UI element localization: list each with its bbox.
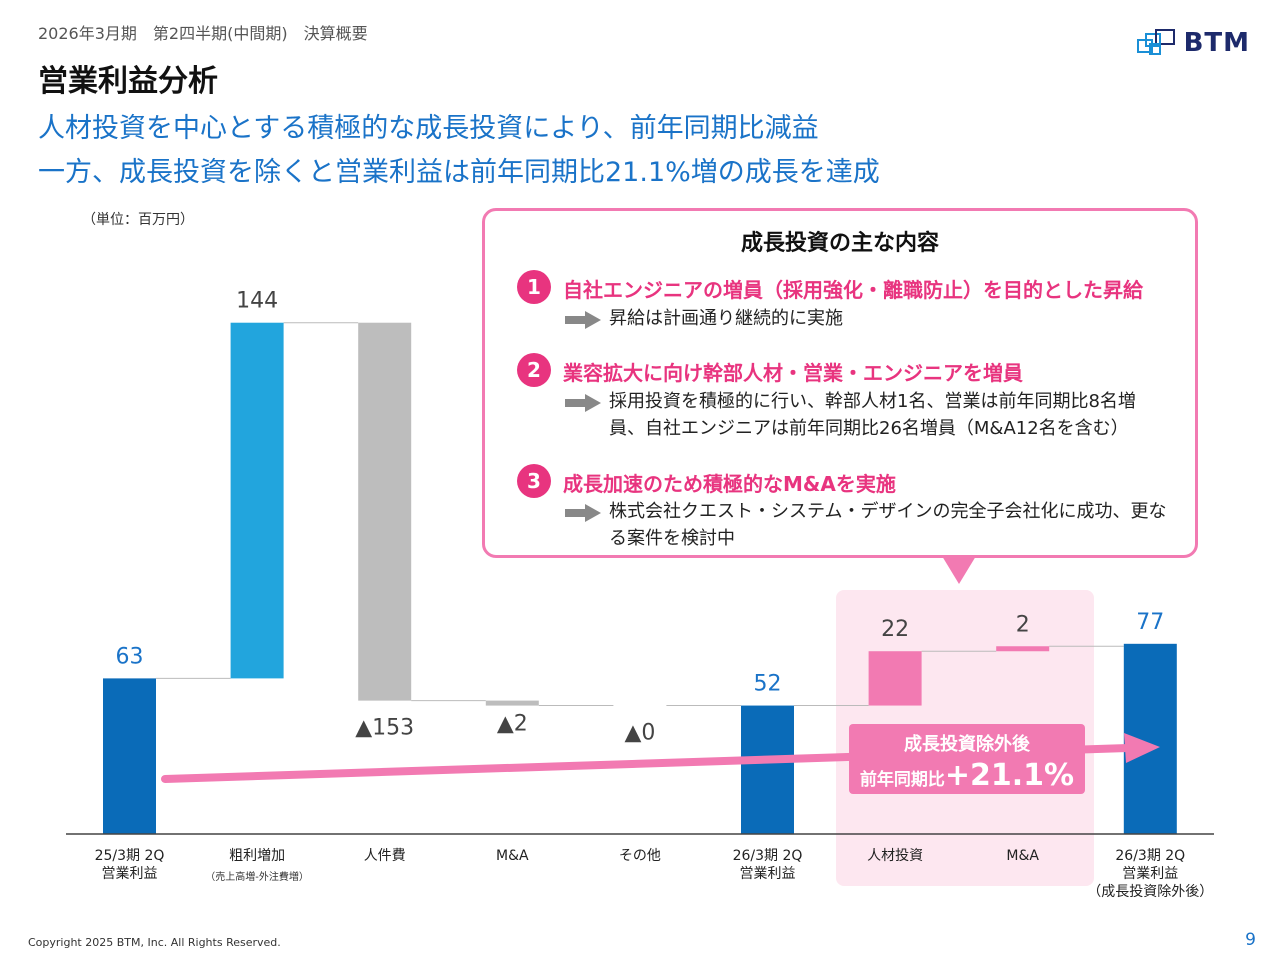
category-label: M&A (442, 847, 582, 865)
item-2-number: 2 (517, 353, 551, 387)
category-label: 粗利増加 （売上高増-外注費増） (187, 847, 327, 887)
headline-2: 一方、成長投資を除くと営業利益は前年同期比21.1%増の成長を達成 (38, 157, 880, 188)
category-name: 26/3期 2Q (732, 848, 803, 864)
category-sub: 営業利益 (101, 866, 158, 882)
category-label: 人件費 (315, 847, 455, 865)
category-name: その他 (618, 848, 661, 864)
growth-callout: 成長投資除外後 前年同期比+21.1% (849, 724, 1085, 794)
item-3-title: 成長加速のため積極的なM&Aを実施 (563, 472, 896, 496)
category-label: M&A (953, 847, 1093, 865)
item-1-number: 1 (517, 270, 551, 304)
category-name: 25/3期 2Q (94, 848, 165, 864)
callout-title: 成長投資の主な内容 (740, 231, 939, 256)
bar-value-label: 144 (236, 289, 278, 314)
arrow-right-icon (565, 311, 601, 329)
bar-value-label: ▲0 (624, 721, 655, 746)
period-label: 2026年3月期 第2四半期(中間期) 決算概要 (38, 24, 368, 43)
item-3-number: 3 (517, 464, 551, 498)
company-logo: BTM (1136, 28, 1250, 58)
item-1-title: 自社エンジニアの増員（採用強化・離職防止）を目的とした昇給 (563, 278, 1143, 302)
copyright: Copyright 2025 BTM, Inc. All Rights Rese… (28, 936, 281, 949)
bar-value-label: ▲2 (497, 712, 528, 737)
bar-value-label: 2 (1016, 612, 1030, 637)
category-label: 26/3期 2Q 営業利益 (698, 847, 838, 883)
bar-value-label: 52 (754, 672, 782, 697)
category-name: 人材投資 (867, 848, 924, 864)
growth-callout-value: +21.1% (944, 758, 1075, 793)
bar-8 (996, 646, 1050, 652)
item-3-desc-1: 株式会社クエスト・システム・デザインの完全子会社化に成功、更な (609, 501, 1167, 522)
category-note: （成長投資除外後） (1087, 884, 1214, 900)
growth-callout-title: 成長投資除外後 (904, 734, 1030, 755)
bar-7 (868, 651, 922, 706)
category-label: 25/3期 2Q 営業利益 (60, 847, 200, 883)
bar-3 (358, 322, 412, 701)
bar-4 (485, 700, 539, 706)
arrow-right-icon (565, 504, 601, 522)
item-2-desc-2: 員、自社エンジニアは前年同期比26名増員（M&A12名を含む） (609, 418, 1129, 439)
category-name: M&A (1006, 848, 1039, 864)
logo-mark-icon (1136, 29, 1175, 55)
bar-1 (103, 678, 156, 834)
page-title: 営業利益分析 (38, 64, 218, 99)
category-name: M&A (496, 848, 529, 864)
callout-pointer (942, 556, 976, 584)
item-1-desc: 昇給は計画通り継続的に実施 (609, 308, 843, 329)
page-number: 9 (1245, 930, 1256, 950)
category-sub: 営業利益 (739, 866, 796, 882)
item-2-title: 業容拡大に向け幹部人材・営業・エンジニアを増員 (563, 361, 1023, 385)
category-sub: 営業利益 (1122, 866, 1179, 882)
category-name: 粗利増加 (229, 848, 286, 864)
bar-value-label: 77 (1136, 610, 1164, 635)
category-label: その他 (570, 847, 710, 865)
logo-text: BTM (1183, 28, 1250, 58)
item-3-desc-2: る案件を検討中 (609, 528, 735, 549)
bar-value-label: ▲153 (355, 716, 414, 741)
category-note: （売上高増-外注費増） (205, 872, 309, 883)
item-2-desc-1: 採用投資を積極的に行い、幹部人材1名、営業は前年同期比8名増 (609, 391, 1136, 412)
unit-label: （単位：百万円） (82, 212, 194, 228)
category-name: 26/3期 2Q (1115, 848, 1186, 864)
arrow-right-icon (565, 394, 601, 412)
category-label: 26/3期 2Q 営業利益 （成長投資除外後） (1080, 847, 1220, 901)
category-name: 人件費 (363, 848, 406, 864)
growth-callout-prefix: 前年同期比 (859, 770, 945, 790)
headline-1: 人材投資を中心とする積極的な成長投資により、前年同期比減益 (38, 113, 819, 144)
bar-2 (230, 322, 284, 679)
category-label: 人材投資 (825, 847, 965, 865)
bar-value-label: 63 (116, 644, 144, 669)
growth-investment-callout: 成長投資の主な内容 1 自社エンジニアの増員（採用強化・離職防止）を目的とした昇… (482, 208, 1198, 558)
bar-6 (741, 705, 794, 834)
bar-value-label: 22 (881, 617, 909, 642)
